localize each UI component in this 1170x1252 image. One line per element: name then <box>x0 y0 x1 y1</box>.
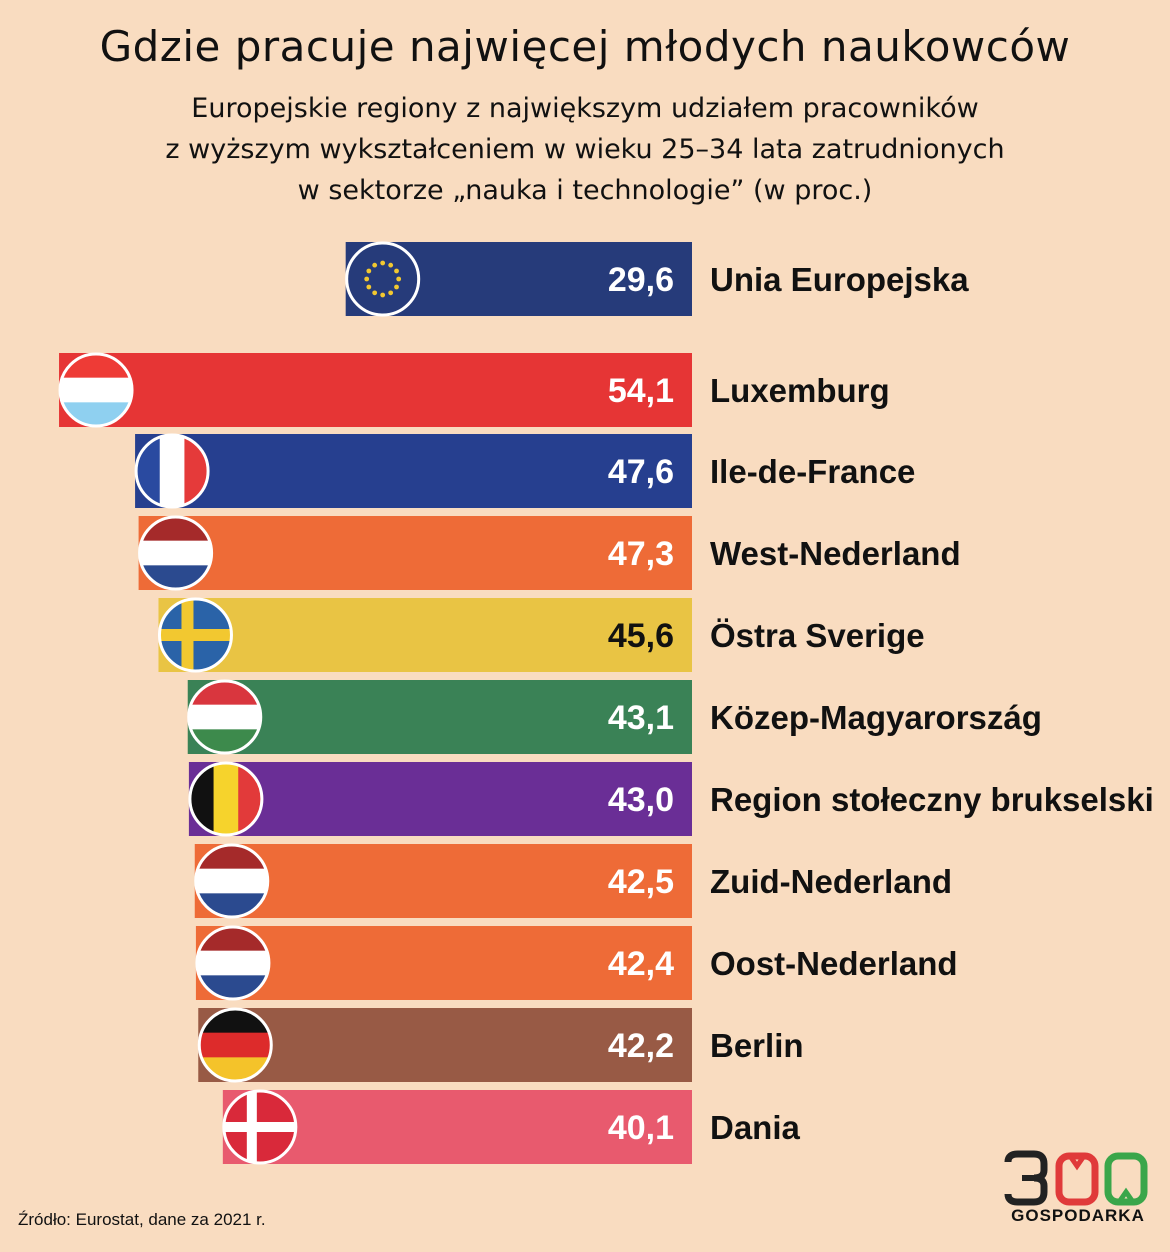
category-label: Ile-de-France <box>710 453 915 490</box>
denmark-flag-icon <box>224 1092 295 1162</box>
bar-value-label: 42,5 <box>608 863 674 901</box>
flag-ring <box>58 352 134 428</box>
category-label: Oost-Nederland <box>710 945 958 982</box>
bar-value-label: 43,0 <box>608 781 674 819</box>
bar-value-label: 42,2 <box>608 1027 674 1065</box>
bar-row: 45,6 Östra Sverige <box>157 597 925 673</box>
bar <box>198 1008 692 1082</box>
subtitle-line: z wyższym wykształceniem w wieku 25–34 l… <box>165 134 1005 165</box>
netherlands-flag-icon <box>140 518 211 588</box>
bar-value-label: 42,4 <box>608 945 674 983</box>
category-label: Luxemburg <box>710 372 890 409</box>
logo-text: GOSPODARKA <box>1011 1206 1145 1225</box>
bar-value-label: 40,1 <box>608 1109 674 1147</box>
eu-flag-icon <box>347 244 418 314</box>
flag-ring <box>345 241 421 317</box>
bar <box>188 762 692 836</box>
bar-value-label: 29,6 <box>608 261 674 299</box>
bar-row: 54,1 Luxemburg <box>58 352 890 428</box>
bar <box>187 680 693 754</box>
category-label: Zuid-Nederland <box>710 863 952 900</box>
bar-row: 43,0 Region stołeczny brukselski <box>188 761 1154 837</box>
luxembourg-flag-icon <box>61 355 132 425</box>
bar <box>195 926 693 1000</box>
bar-value-label: 47,6 <box>608 453 674 491</box>
category-label: Dania <box>710 1109 801 1146</box>
hungary-flag-icon <box>189 682 260 752</box>
flag-ring <box>187 679 263 755</box>
subtitle-line: w sektorze „nauka i technologie” (w proc… <box>297 175 873 206</box>
logo-300-icon <box>1004 1150 1148 1206</box>
source-note: Źródło: Eurostat, dane za 2021 r. <box>18 1210 266 1229</box>
bar-row: 43,1 Közep-Magyarország <box>187 679 1042 755</box>
bar-value-label: 47,3 <box>608 535 674 573</box>
sweden-flag-icon <box>160 600 231 670</box>
flag-ring <box>138 515 214 591</box>
bar-row: 42,5 Zuid-Nederland <box>194 843 952 919</box>
bar-row: 47,3 West-Nederland <box>138 515 961 591</box>
flag-ring <box>157 597 233 673</box>
chart-title: Gdzie pracuje najwięcej młodych naukowcó… <box>99 22 1071 71</box>
netherlands-flag-icon <box>197 928 268 998</box>
flag-ring <box>194 843 270 919</box>
flag-ring <box>195 925 271 1001</box>
bar <box>135 434 692 508</box>
category-label: Közep-Magyarország <box>710 699 1042 736</box>
subtitle-line: Europejskie regiony z największym udział… <box>191 93 979 124</box>
flag-ring <box>188 761 264 837</box>
reference-bar-row: 29,6 Unia Europejska <box>345 241 969 317</box>
bar-chart: 29,6 Unia Europejska 54,1 Luxemburg 47,6 Ile-… <box>58 241 1154 1165</box>
category-label: Berlin <box>710 1027 804 1064</box>
category-label: Unia Europejska <box>710 261 969 298</box>
category-label: West-Nederland <box>710 535 961 572</box>
netherlands-flag-icon <box>196 846 267 916</box>
chart-subtitle: Europejskie regiony z największym udział… <box>0 88 1170 211</box>
category-label: Östra Sverige <box>710 617 925 654</box>
bar <box>222 1090 692 1164</box>
flag-ring <box>222 1089 298 1165</box>
bar <box>138 516 693 590</box>
france-flag-icon <box>137 436 208 506</box>
bar-row: 47,6 Ile-de-France <box>134 433 915 509</box>
bar-row: 42,2 Berlin <box>197 1007 804 1083</box>
bar <box>158 598 693 672</box>
bar-row: 42,4 Oost-Nederland <box>195 925 958 1001</box>
flag-ring <box>197 1007 273 1083</box>
bar-value-label: 45,6 <box>608 617 674 655</box>
logo: GOSPODARKA <box>1004 1150 1152 1240</box>
bar <box>59 353 692 427</box>
bar-value-label: 43,1 <box>608 699 674 737</box>
germany-flag-icon <box>200 1010 271 1080</box>
bar-value-label: 54,1 <box>608 372 674 410</box>
bar <box>194 844 692 918</box>
bar-row: 40,1 Dania <box>222 1089 801 1165</box>
category-label: Region stołeczny brukselski <box>710 781 1154 818</box>
flag-ring <box>134 433 210 509</box>
belgium-flag-icon <box>190 764 261 834</box>
